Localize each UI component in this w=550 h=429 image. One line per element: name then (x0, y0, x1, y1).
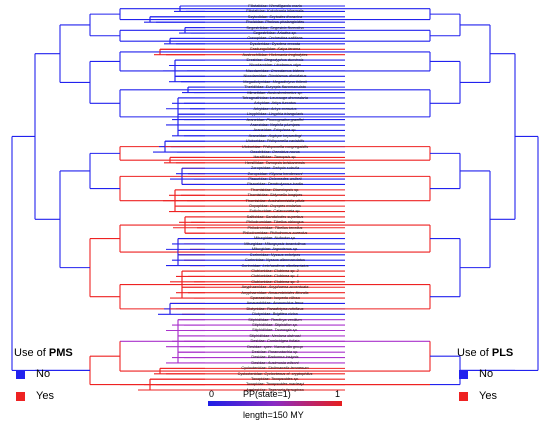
taxon-label: Nicodamidae: Litodamus olga (249, 62, 301, 68)
taxon-label: Megadictynidae: Megadictyna thilenii (243, 78, 307, 84)
taxon-label: Miturgidae: Nuliodon sp. (254, 235, 296, 241)
pms-legend-title: Use of PMS (14, 347, 73, 359)
scale-length: length=150 MY (243, 410, 304, 420)
taxon-label: Arkyidae: Arkys furcatus (254, 100, 296, 106)
taxon-label: Dictynidae: Paradictyna rufoflava (246, 305, 304, 311)
taxon-label: Stiphidiidae: Therlinya vexillum (248, 316, 302, 322)
pms-legend-no: No (16, 368, 50, 380)
taxon-label: Segestriidae: Segestria florentina (246, 24, 304, 30)
taxon-label: Hersiliidae: Tamopsis sp. (253, 154, 297, 160)
taxon-label: Clubionidae: Clubiona sp. 3 (251, 278, 299, 284)
taxon-label: Pisauridae: Dolomedes wollerii (248, 176, 302, 181)
taxon-label: Anyphaenidae: Amaurobioides littoralis (241, 289, 309, 295)
taxon-label: Desidae: Austmusia wilsoni (251, 359, 299, 365)
taxon-label: Araneidae: Eriophora sp. (253, 127, 297, 133)
taxon-label: Desidae: Badumna insignis (251, 354, 299, 360)
taxon-label: Miturgidae: Argoctenus sp. (251, 246, 299, 252)
blue-swatch (459, 369, 468, 379)
taxon-label: Arkyidae: Arkys cornutus (253, 105, 297, 111)
taxon-label: Austrochilidae: Hickmania troglodytes (242, 51, 308, 57)
taxon-label: Corinnidae: Nyssus coloripes (249, 251, 301, 257)
taxon-label: Cycloctenidae: Stoltmanella lemnenum (241, 365, 309, 371)
taxon-label: Agelenidae: Tegenaria ferruginea (246, 386, 304, 392)
probability-scale: 0 PP(state=1) 1 length=150 MY (193, 389, 357, 425)
taxon-label: Toxopidae: Toxopsoides sp. (251, 376, 299, 382)
red-swatch (459, 391, 468, 401)
color-gradient-bar (208, 401, 342, 406)
taxon-label: Clubionidae: Clubiona sp. 1 (251, 273, 299, 279)
taxon-label: Corinnidae: Leichardteus albofasciatus (241, 262, 309, 268)
pms-legend-yes: Yes (16, 390, 54, 402)
taxon-label: Amaurobiidae: Amaurobius ferox (246, 300, 304, 306)
taxon-label: Philodromidae: Philodromus aureolus (242, 230, 308, 236)
pls-legend: Use of PLS (457, 347, 513, 359)
taxon-label: Linyphiidae: Linyphia triangularis (246, 111, 304, 117)
taxon-label: Filistatidae: Kukulcania hibernalis (246, 8, 304, 14)
taxon-label: Zoropsidae: Delopia subulla (250, 165, 300, 171)
taxon-label: Theridiidae: Euryopis flavomaculata (244, 84, 306, 90)
taxon-label: Dictynidae: Brigittea civica (252, 311, 298, 317)
taxon-label-column: Filistatidae: Wendilgarda oraria Filistat… (200, 3, 350, 392)
taxon-label: Clubionidae: Clubiona sp. 2 (251, 267, 299, 273)
taxon-label: Stiphidiidae: Stiphidion sp. (252, 321, 298, 327)
taxon-label: Stiphidiidae: Neolana dalmasi (249, 332, 301, 338)
taxon-label: Philodromidae: Tibellus tenellus (247, 224, 303, 230)
taxon-label: Thomisidae: Australomisidia pilula (245, 197, 305, 203)
scale-title: PP(state=1) (243, 389, 291, 399)
pls-tree (138, 5, 539, 391)
taxon-label: Desidae: Cambridgea foliata (250, 338, 300, 344)
blue-swatch (16, 369, 25, 379)
taxon-label: Araneidae: Nephila plumipes (250, 121, 300, 127)
pls-legend-title: Use of PLS (457, 347, 514, 359)
taxon-label: Hersiliidae: Tamopsis brisbanensis (245, 159, 305, 165)
taxon-label: Oxyopidae: Oxyopes molarius (249, 203, 301, 209)
taxon-label: Dysderidae: Dysdera crocata (249, 40, 301, 46)
taxon-label: Nicodamidae: Oncodamus bidens (245, 67, 305, 73)
taxon-label: Desidae: spec. Namandia group (247, 343, 303, 349)
taxon-label: Salticidae: Sandalodes superbus (246, 213, 304, 219)
taxon-label: Araneidae: Phonognatha graeffei (246, 116, 304, 122)
scale-max: 1 (335, 389, 341, 399)
taxon-label: Eutichuridae: Calamoneta sp. (249, 208, 301, 214)
taxon-label: Sparassidae: Isopeda villosa (250, 294, 300, 300)
taxon-label: Corinnidae: Nyssus albomaculatus (245, 257, 305, 263)
taxon-label: Scytodidae: Scytodes thoracica (247, 13, 303, 19)
taxon-label: Miturgidae: Miturgopsis tarantulinus (244, 240, 306, 246)
taxon-label: Oecobiidae: Oecobius navus (250, 148, 300, 154)
taxon-label: Gradungulidae: Kaiya terama (249, 46, 301, 52)
red-swatch (16, 391, 25, 401)
taxon-label: Nicodamidae: Dimidamus dimidiatus (243, 73, 307, 79)
taxon-label: Zoropsidae: Kilyana hendersoni (247, 170, 303, 176)
taxon-label: Pholcidae: Pholcus phalangioides (245, 19, 305, 25)
scale-min: 0 (209, 389, 215, 399)
taxon-label: Uloboridae: Philoponella variabilis (245, 138, 305, 144)
taxon-label: Tetragnathidae: Leucauge dromedaria (242, 94, 308, 100)
taxon-label: Segestriidae: Ariadna sp. (253, 30, 297, 36)
taxon-label: Philodromidae: Tibellus oblongus (246, 219, 304, 225)
taxon-label: Cycloctenidae: Cycloctenus cf. cryptophi… (237, 370, 313, 376)
pms-legend: Use of PMS (14, 347, 73, 359)
taxon-label: Filistatidae: Wendilgarda oraria (248, 3, 302, 8)
taxon-label: Oonopidae: Orchestina saltitans (247, 35, 303, 41)
taxon-label: Stiphidiidae: Taurongia sp. (252, 327, 298, 333)
pls-legend-no: No (459, 368, 493, 380)
taxon-label: Anyphaenidae: Anyphaena accentuata (241, 284, 309, 290)
taxon-label: Desidae: Paramatachia sp. (251, 349, 299, 354)
taxon-label: Thomisidae: Diaeniopsis sp. (250, 186, 300, 192)
taxon-label: Mimetidae: Australomimetus sp. (247, 89, 303, 95)
taxon-label: Araneidae: Argiope keyserlingi (248, 132, 302, 138)
pls-legend-yes: Yes (459, 390, 497, 402)
pms-tree (11, 5, 205, 391)
taxon-label: Toxopidae: Toxopsoides macleayi (245, 381, 305, 387)
taxon-label: Uloboridae: Philoponella congregabilis (241, 143, 309, 149)
taxon-label: Pisauridae: Dendrolycosa icadia (247, 181, 303, 187)
taxon-label: Thomisidae: Sidymella longipes (247, 192, 303, 198)
taxon-label: Eresidae: Stegodyphus dumicola (246, 57, 304, 63)
